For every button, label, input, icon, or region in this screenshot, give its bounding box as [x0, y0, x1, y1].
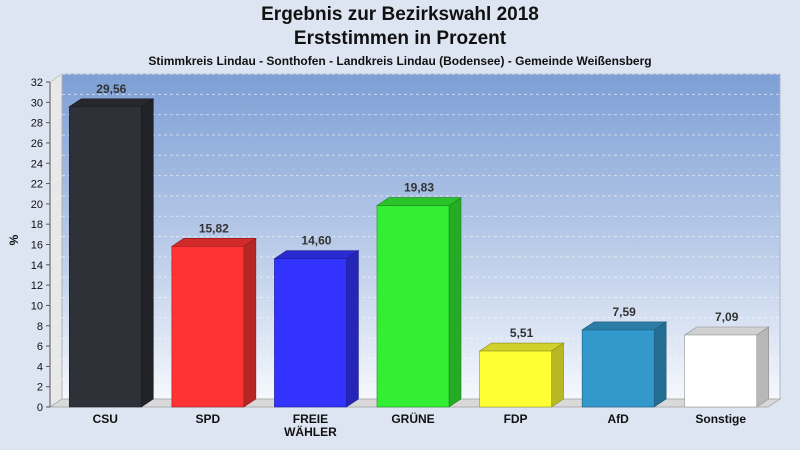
- x-axis-category-label: AfD: [607, 412, 629, 426]
- gridline: [49, 357, 63, 367]
- bar-top-face: [683, 326, 770, 336]
- gridline: [49, 134, 63, 144]
- bar-spd: [170, 237, 257, 408]
- bar-front-face: [376, 205, 450, 408]
- bar-value-label: 14,60: [301, 234, 331, 248]
- chart-subtitle: Erststimmen in Prozent: [293, 28, 507, 49]
- y-axis-tick-label: 16: [31, 240, 43, 252]
- bar-freie-wähler: [273, 250, 360, 408]
- chart-title: Ergebnis zur Bezirkswahl 2018: [261, 4, 539, 25]
- bar-grüne: [376, 197, 462, 408]
- bar-value-label: 15,82: [199, 221, 229, 235]
- gridline: [49, 175, 63, 184]
- y-axis-tick-label: 14: [31, 260, 43, 272]
- y-axis-tick-label: 28: [31, 118, 43, 130]
- y-axis-label: %: [7, 234, 21, 245]
- bar-side-face: [653, 321, 667, 408]
- bar-afd: [581, 321, 668, 408]
- gridline: [49, 276, 63, 286]
- y-axis-tick-label: 2: [37, 382, 43, 394]
- y-axis-tick-label: 18: [31, 219, 43, 231]
- gridline: [49, 154, 63, 164]
- x-axis-category-label: FREIE: [293, 412, 328, 426]
- bar-side-face: [756, 326, 770, 408]
- bar-side-face: [140, 98, 154, 408]
- bar-value-label: 7,09: [715, 310, 739, 324]
- gridline: [49, 195, 63, 205]
- bar-top-face: [68, 98, 155, 108]
- gridline: [49, 236, 63, 245]
- gridline: [49, 378, 63, 388]
- gridline: [49, 73, 63, 83]
- bar-front-face: [581, 329, 655, 408]
- y-axis-tick-label: 26: [31, 138, 43, 150]
- bar-front-face: [479, 350, 552, 408]
- chart-side-wall: [49, 73, 63, 408]
- bar-top-face: [170, 238, 257, 247]
- x-axis-category-label: CSU: [93, 412, 118, 426]
- y-axis-tick-label: 32: [31, 77, 43, 89]
- y-axis-tick-label: 22: [31, 179, 43, 191]
- gridline: [49, 256, 63, 266]
- gridline: [49, 114, 63, 124]
- chart-region-caption: Stimmkreis Lindau - Sonthofen - Landkrei…: [148, 54, 652, 68]
- bar-side-face: [346, 250, 359, 408]
- y-axis-tick-label: 0: [37, 402, 43, 414]
- bar-front-face: [68, 106, 142, 408]
- y-axis-tick-label: 30: [31, 97, 43, 109]
- bar-side-face: [243, 237, 257, 408]
- bar-value-label: 19,83: [404, 181, 434, 195]
- gridline: [49, 337, 63, 347]
- y-axis-tick-label: 24: [31, 158, 43, 170]
- bar-top-face: [376, 197, 462, 206]
- y-axis-tick-label: 8: [37, 321, 43, 333]
- bar-value-label: 5,51: [510, 326, 534, 340]
- y-axis-tick-label: 6: [37, 341, 43, 353]
- gridline: [49, 317, 63, 327]
- y-axis-tick-label: 4: [37, 361, 43, 373]
- bar-value-label: 7,59: [612, 305, 636, 319]
- bar-front-face: [684, 334, 758, 408]
- bar-fdp: [478, 342, 565, 408]
- x-axis-category-label: FDP: [504, 412, 528, 426]
- gridline: [49, 297, 63, 306]
- x-axis-category-label: Sonstige: [695, 412, 746, 426]
- bar-top-face: [273, 250, 360, 260]
- y-axis-tick-label: 10: [31, 300, 43, 312]
- bar-value-label: 29,56: [96, 82, 126, 96]
- bar-csu: [68, 98, 155, 408]
- bar-front-face: [171, 246, 245, 408]
- y-axis-tick-label: 12: [31, 280, 43, 292]
- bar-sonstige: [683, 326, 770, 408]
- gridline: [49, 215, 63, 225]
- x-axis-category-label: WÄHLER: [284, 424, 337, 439]
- bar-top-face: [581, 321, 668, 331]
- gridline: [49, 93, 63, 103]
- bar-top-face: [478, 342, 565, 352]
- bar-side-face: [448, 197, 462, 408]
- y-axis-tick-label: 20: [31, 199, 43, 211]
- bar-front-face: [274, 258, 347, 408]
- x-axis-category-label: SPD: [196, 412, 221, 426]
- x-axis-category-label: GRÜNE: [391, 411, 434, 426]
- bar-side-face: [551, 342, 564, 408]
